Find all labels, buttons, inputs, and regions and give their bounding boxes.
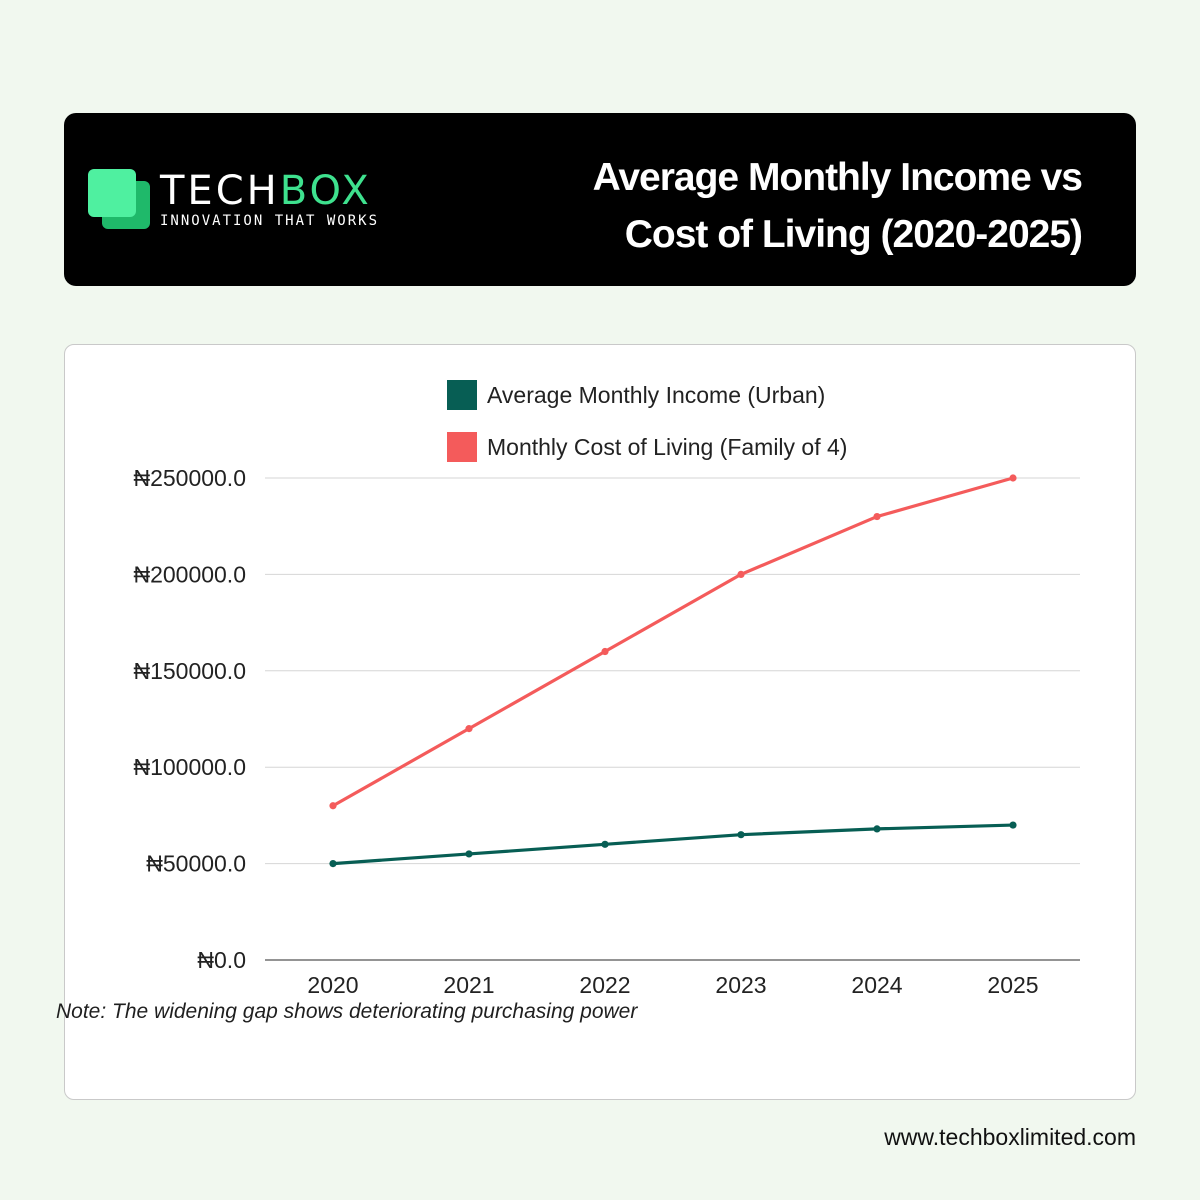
legend-label-1: Average Monthly Income (Urban) [487, 382, 825, 408]
data-point [465, 850, 473, 858]
chart-card: ₦0.0 ₦50000.0 ₦100000.0 ₦150000.0 ₦200000.0 ₦… [64, 344, 1136, 1100]
y-tick-label: ₦150000.0 [133, 658, 246, 684]
y-tick-label: ₦0.0 [197, 947, 246, 973]
y-tick-label: ₦200000.0 [133, 561, 246, 587]
legend-label-2: Monthly Cost of Living (Family of 4) [487, 434, 847, 460]
chart-note: Note: The widening gap shows deteriorati… [56, 1000, 638, 1023]
logo-wordmark: TECHBOX [160, 169, 372, 213]
line-chart: ₦0.0 ₦50000.0 ₦100000.0 ₦150000.0 ₦200000.0 ₦… [133, 380, 1080, 998]
techbox-logo: TECHBOX INNOVATION THAT WORKS [88, 169, 408, 233]
data-point [1009, 474, 1017, 482]
logo-wordmark-box: BOX [279, 168, 372, 214]
x-tick-label: 2024 [851, 972, 902, 998]
footer-url[interactable]: www.techboxlimited.com [884, 1124, 1136, 1150]
x-tick-label: 2025 [987, 972, 1038, 998]
x-tick-label: 2023 [715, 972, 766, 998]
series-line-2 [332, 476, 1014, 808]
x-tick-label: 2022 [579, 972, 630, 998]
data-point [601, 647, 609, 656]
data-point [873, 825, 881, 833]
data-point [1009, 821, 1017, 829]
chart-title-line1: Average Monthly Income vs [592, 156, 1083, 199]
y-tick-label: ₦50000.0 [146, 851, 246, 877]
data-point [737, 831, 745, 839]
chart-title-line2: Cost of Living (2020-2025) [624, 213, 1083, 256]
chart-title: Average Monthly Income vs Cost of Living… [482, 149, 1083, 263]
data-point [329, 802, 337, 810]
x-tick-label: 2021 [443, 972, 494, 998]
header-banner: TECHBOX INNOVATION THAT WORKS Average Mo… [64, 113, 1136, 286]
data-point [601, 840, 609, 848]
data-point [465, 725, 473, 733]
series-line-1 [332, 823, 1014, 866]
y-tick-label: ₦100000.0 [133, 754, 246, 780]
logo-squares-icon [88, 169, 150, 229]
data-point [737, 570, 745, 578]
data-point [873, 512, 881, 521]
legend-swatch-1 [447, 380, 477, 410]
logo-wordmark-tech: TECH [160, 168, 280, 214]
logo-tagline: INNOVATION THAT WORKS [160, 213, 380, 229]
x-tick-label: 2020 [307, 972, 358, 998]
legend-swatch-2 [447, 432, 477, 462]
y-tick-label: ₦250000.0 [133, 465, 246, 491]
data-point [329, 860, 337, 868]
